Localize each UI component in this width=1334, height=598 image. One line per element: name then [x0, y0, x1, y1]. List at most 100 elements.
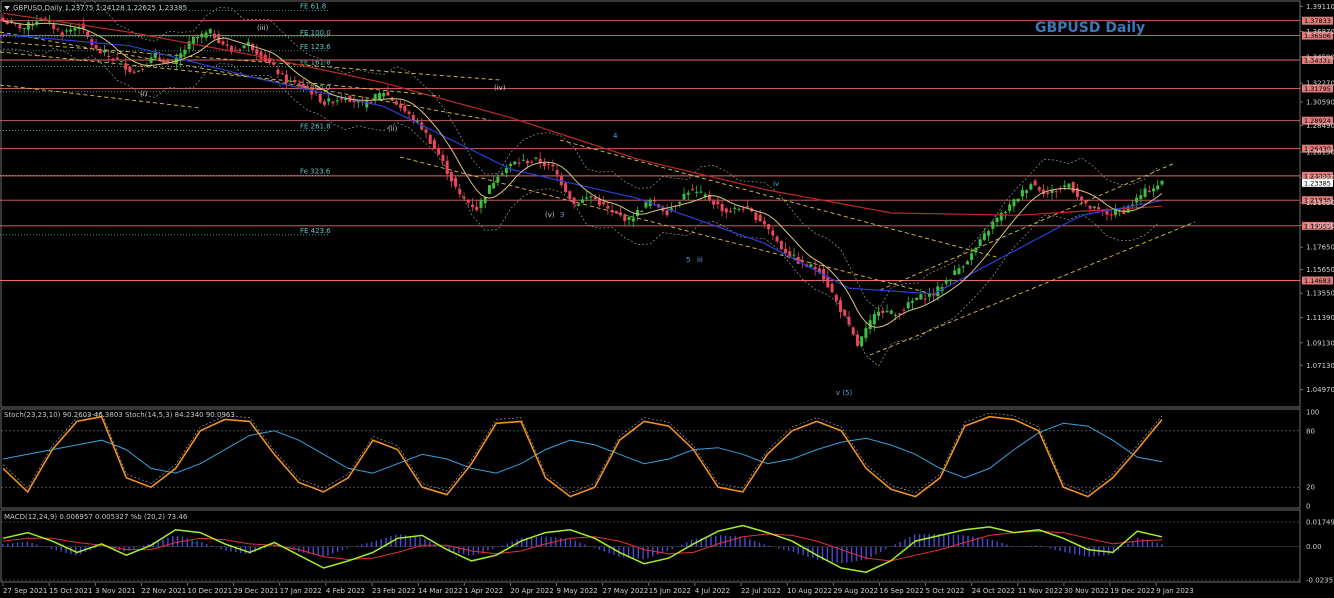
candle-body	[1139, 195, 1142, 199]
candle-body	[809, 264, 812, 267]
candle-body	[1012, 199, 1015, 206]
candle-body	[276, 70, 279, 75]
time-axis-label: 16 Sep 2022	[879, 587, 923, 595]
candle-body	[636, 210, 639, 216]
candle-body	[547, 164, 550, 165]
candle-body	[970, 253, 973, 260]
price-axis-label: 1.17650	[1306, 244, 1334, 252]
candle-body	[712, 201, 715, 205]
candle-body	[141, 69, 144, 70]
candle-body	[2, 18, 5, 21]
price-axis-label: 1.39110	[1306, 3, 1334, 11]
candle-body	[205, 32, 208, 37]
candle-body	[183, 50, 186, 55]
stoch-axis-label: 20	[1306, 484, 1315, 492]
wave-label: 3	[560, 211, 564, 219]
candle-body	[450, 172, 453, 181]
candle-body	[666, 210, 669, 215]
candle-body	[255, 49, 258, 55]
candle-body	[987, 231, 990, 235]
candle-body	[65, 30, 68, 31]
time-axis-label: 4 Feb 2022	[326, 587, 365, 595]
candle-body	[581, 199, 584, 202]
price-axis-label: 1.04970	[1306, 386, 1334, 394]
candle-body	[111, 58, 114, 59]
candle-body	[137, 71, 140, 72]
price-axis-label: 1.28490	[1306, 122, 1334, 130]
candle-body	[1080, 197, 1083, 201]
candle-body	[281, 73, 284, 74]
fib-level-label: FE 423.6	[300, 227, 331, 235]
candle-body	[73, 28, 76, 31]
time-axis-label: 11 Nov 2022	[1018, 587, 1063, 595]
candle-body	[69, 30, 72, 32]
candle-body	[522, 160, 525, 161]
candle-body	[1135, 198, 1138, 203]
candle-body	[1144, 188, 1147, 196]
candle-body	[154, 53, 157, 58]
candle-body	[31, 25, 34, 26]
candle-body	[200, 34, 203, 38]
price-axis-label: 1.32270	[1306, 80, 1334, 88]
candle-body	[534, 157, 537, 158]
candle-body	[213, 34, 216, 39]
candle-body	[623, 215, 626, 221]
candle-body	[1034, 181, 1037, 186]
candle-body	[699, 192, 702, 193]
candle-body	[23, 28, 26, 29]
chart-watermark: GBPUSD Daily	[1035, 20, 1145, 36]
wave-label: 5	[686, 256, 690, 264]
candle-body	[95, 45, 98, 49]
candle-body	[814, 267, 817, 269]
time-axis-label: 27 May 2022	[603, 587, 649, 595]
candle-body	[382, 93, 385, 97]
wave-label: iii	[697, 256, 703, 264]
price-axis-label: 1.23860	[1306, 174, 1334, 182]
candle-body	[1000, 213, 1003, 221]
candle-body	[484, 197, 487, 203]
candle-body	[683, 194, 686, 200]
candle-body	[602, 202, 605, 204]
candle-body	[458, 189, 461, 194]
candle-body	[1097, 207, 1100, 209]
candle-body	[1161, 181, 1164, 185]
candle-body	[526, 161, 529, 164]
candle-body	[82, 24, 85, 29]
candle-body	[1156, 185, 1159, 189]
candle-body	[839, 300, 842, 312]
candle-body	[784, 249, 787, 253]
price-axis-label: 1.11390	[1306, 314, 1334, 322]
candle-body	[738, 209, 741, 210]
price-axis-label: 1.30590	[1306, 98, 1334, 106]
candle-body	[446, 161, 449, 174]
candle-body	[27, 22, 30, 29]
fib-level-label: FE 61.8	[300, 2, 326, 10]
candle-body	[378, 93, 381, 99]
macd-title: MACD(12,24,9) 0.006957 0.005327 %b (20,2…	[4, 513, 188, 521]
time-axis-label: 1 Apr 2022	[464, 587, 503, 595]
candle-body	[564, 183, 567, 192]
candle-body	[260, 51, 263, 58]
candle-body	[776, 237, 779, 242]
time-axis-label: 3 Nov 2021	[95, 587, 135, 595]
wave-label: (ii)	[388, 125, 398, 133]
candle-body	[1025, 190, 1028, 193]
candle-body	[467, 200, 470, 203]
macd-axis-label: 0.00	[1306, 543, 1322, 551]
time-axis-label: 10 Aug 2022	[787, 587, 832, 595]
time-axis-label: 23 Feb 2022	[372, 587, 416, 595]
candle-body	[488, 185, 491, 194]
candle-body	[953, 270, 956, 275]
candle-body	[1106, 211, 1109, 215]
time-axis-label: 24 Oct 2022	[972, 587, 1015, 595]
candle-body	[116, 58, 119, 59]
candle-body	[687, 193, 690, 195]
candle-body	[847, 317, 850, 325]
price-axis-label: 1.21630	[1306, 199, 1334, 207]
candle-body	[615, 211, 618, 213]
candle-body	[852, 328, 855, 335]
candle-body	[1029, 184, 1032, 189]
time-axis-label: 27 Sep 2021	[3, 587, 47, 595]
candle-body	[107, 56, 110, 57]
candle-body	[767, 224, 770, 229]
